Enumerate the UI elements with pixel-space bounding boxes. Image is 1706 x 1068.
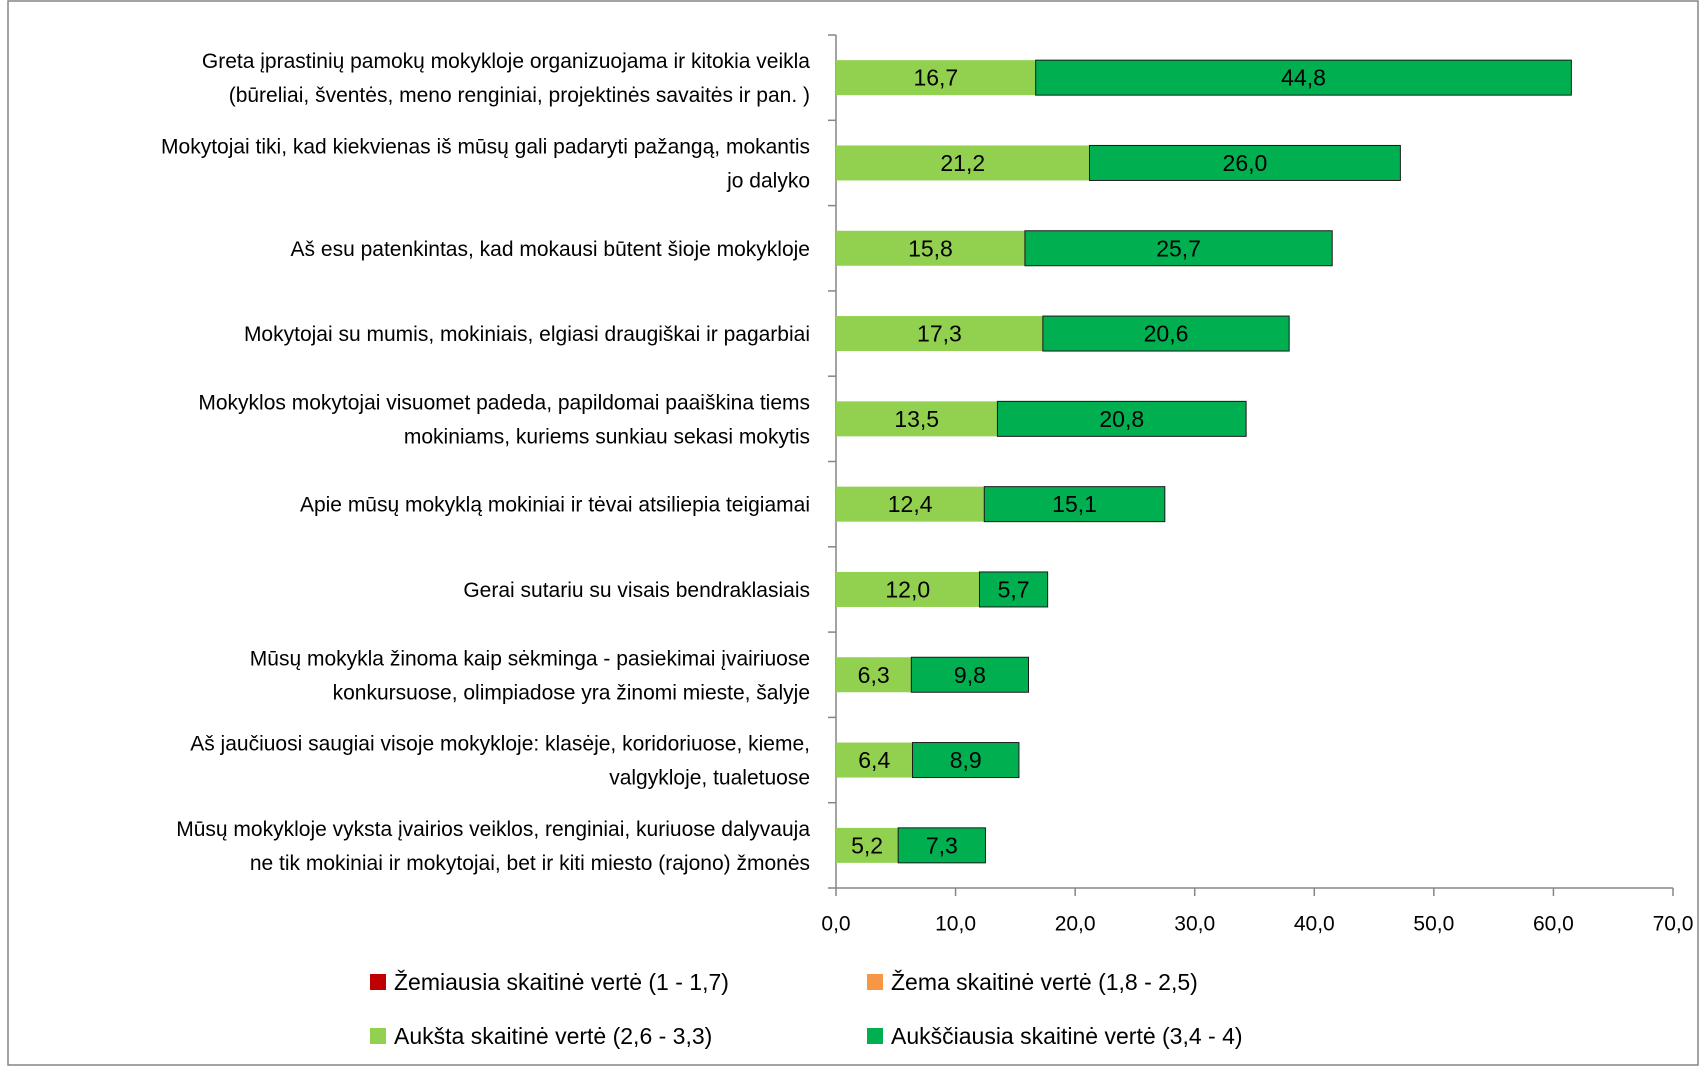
bar-segment [836, 657, 912, 693]
bar-segment [836, 316, 1043, 352]
legend-swatch [370, 1028, 386, 1044]
data-label: 15,8 [908, 235, 953, 261]
bar-segment [897, 827, 986, 864]
bar-segment [836, 486, 985, 522]
bar-segment [983, 486, 1166, 523]
category-label: Gerai sutariu su visais bendraklasiais [463, 579, 810, 602]
data-label: 5,2 [851, 832, 883, 858]
data-label: 21,2 [940, 150, 985, 176]
chart-frame [7, 0, 1699, 1066]
bar-segment [996, 400, 1247, 437]
category-label: Mūsų mokykloje vyksta įvairios veiklos, … [176, 818, 810, 841]
bar-segment [836, 571, 980, 607]
category-label: jo dalyko [726, 169, 810, 192]
data-label: 7,3 [926, 832, 958, 858]
legend-label: Aukšta skaitinė vertė (2,6 - 3,3) [394, 1023, 712, 1049]
data-label: 20,6 [1144, 321, 1189, 347]
data-label: 15,1 [1052, 491, 1097, 517]
category-label: Apie mūsų mokyklą mokiniai ir tėvai atsi… [300, 494, 810, 517]
data-label: 5,7 [998, 577, 1030, 603]
bar-segment [836, 145, 1090, 181]
legend-swatch [867, 1028, 883, 1044]
bar-segment [836, 60, 1036, 96]
legend-swatch [867, 974, 883, 990]
bar-segment [912, 742, 1020, 779]
data-label: 6,3 [858, 662, 890, 688]
category-label: Mokytojai tiki, kad kiekvienas iš mūsų g… [161, 135, 810, 158]
bar-segment [910, 656, 1030, 693]
bar-segment [836, 401, 998, 437]
data-label: 20,8 [1099, 406, 1144, 432]
data-label: 12,4 [888, 491, 933, 517]
data-label: 13,5 [894, 406, 939, 432]
bar-segment [836, 827, 899, 863]
category-label: konkursuose, olimpiadose yra žinomi mies… [333, 681, 810, 704]
legend-label: Žema skaitinė vertė (1,8 - 2,5) [891, 969, 1198, 995]
data-label: 9,8 [954, 662, 986, 688]
x-tick-label: 20,0 [1055, 913, 1096, 936]
category-label: mokiniams, kuriems sunkiau sekasi mokyti… [404, 425, 810, 448]
x-tick-label: 10,0 [935, 913, 976, 936]
category-label: Aš esu patenkintas, kad mokausi būtent š… [291, 238, 810, 261]
x-tick-label: 60,0 [1533, 913, 1574, 936]
category-label: Aš jaučiuosi saugiai visoje mokykloje: k… [190, 733, 810, 756]
bar-segment [1035, 59, 1572, 96]
bar-segment [1088, 144, 1401, 181]
category-label: Mokytojai su mumis, mokiniais, elgiasi d… [244, 323, 810, 346]
category-label: valgykloje, tualetuose [609, 767, 810, 790]
x-tick-label: 30,0 [1174, 913, 1215, 936]
x-tick-label: 50,0 [1413, 913, 1454, 936]
category-label: Greta įprastinių pamokų mokykloje organi… [202, 50, 810, 73]
bar-segment [1042, 315, 1290, 352]
category-label: Mūsų mokykla žinoma kaip sėkminga - pasi… [250, 647, 810, 670]
x-tick-label: 70,0 [1653, 913, 1694, 936]
data-label: 8,9 [950, 747, 982, 773]
legend-label: Aukščiausia skaitinė vertė (3,4 - 4) [891, 1023, 1243, 1049]
category-label: Mokyklos mokytojai visuomet padeda, papi… [198, 391, 810, 414]
category-label: ne tik mokiniai ir mokytojai, bet ir kit… [250, 852, 810, 875]
category-label: (būreliai, šventės, meno renginiai, proj… [229, 84, 810, 107]
x-tick-label: 40,0 [1294, 913, 1335, 936]
data-label: 44,8 [1281, 65, 1326, 91]
data-label: 16,7 [913, 65, 958, 91]
legend-swatch [370, 974, 386, 990]
legend-label: Žemiausia skaitinė vertė (1 - 1,7) [394, 969, 729, 995]
data-label: 25,7 [1156, 235, 1201, 261]
data-label: 6,4 [858, 747, 890, 773]
x-tick-label: 0,0 [821, 913, 850, 936]
data-label: 12,0 [885, 577, 930, 603]
data-label: 26,0 [1223, 150, 1268, 176]
bar-segment [836, 742, 913, 778]
bar-segment [1024, 230, 1333, 267]
data-label: 17,3 [917, 321, 962, 347]
bar-segment [978, 571, 1049, 608]
bar-segment [836, 230, 1025, 266]
